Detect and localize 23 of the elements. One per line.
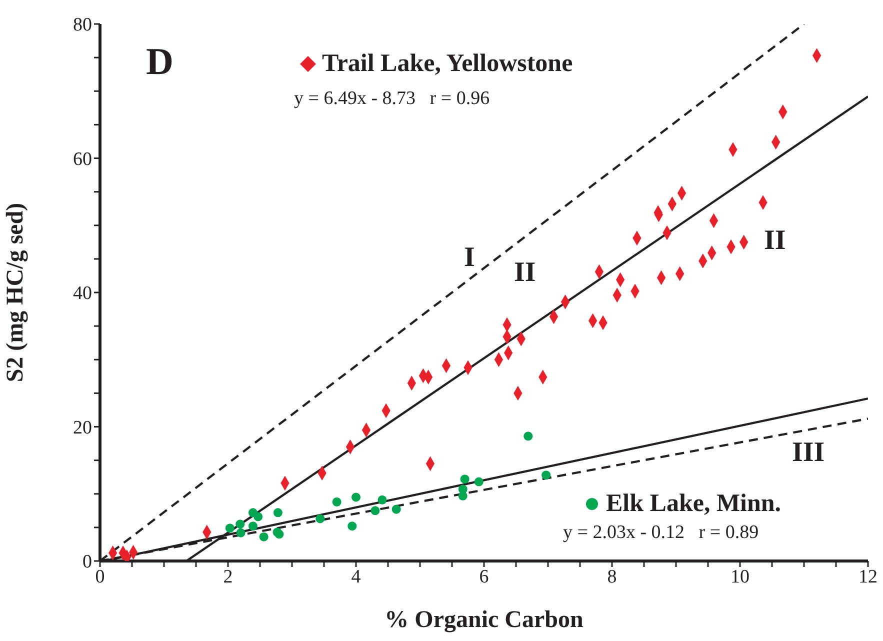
x-axis-title: % Organic Carbon xyxy=(384,607,584,633)
x-tick-label: 4 xyxy=(351,566,362,588)
annotation: y = 2.03x - 0.12 r = 0.89 xyxy=(563,522,759,544)
x-tick-label: 10 xyxy=(730,566,750,588)
y-tick-label: 40 xyxy=(73,283,92,304)
y-axis-title: S2 (mg HC/g sed) xyxy=(2,202,29,382)
x-tick-label: 0 xyxy=(95,566,105,588)
x-tick-label: 2 xyxy=(223,566,233,588)
legend-label: Trail Lake, Yellowstone xyxy=(322,50,573,78)
y-tick-label: 80 xyxy=(73,14,92,36)
annotation: II xyxy=(764,225,786,257)
x-tick-label: 12 xyxy=(858,566,878,588)
y-tick-label: 0 xyxy=(82,552,92,573)
annotation: D xyxy=(146,40,174,84)
x-tick-label: 6 xyxy=(479,566,489,588)
annotation: I xyxy=(464,242,475,274)
annotation: y = 6.49x - 8.73 r = 0.96 xyxy=(294,88,490,110)
annotation: III xyxy=(792,437,825,469)
x-tick-label: 8 xyxy=(607,566,617,588)
y-tick-label: 60 xyxy=(73,148,92,170)
legend-label: Elk Lake, Minn. xyxy=(606,490,782,518)
y-tick-label: 20 xyxy=(73,417,92,438)
annotation: II xyxy=(514,257,536,289)
